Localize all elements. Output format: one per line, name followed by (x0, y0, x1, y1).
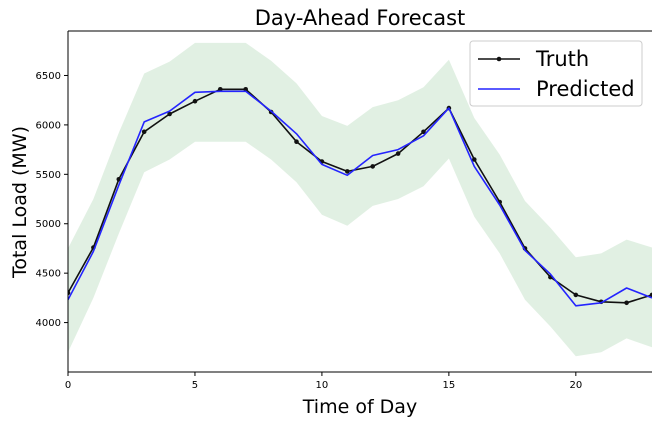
series-point-truth (472, 157, 477, 162)
x-tick-label: 10 (316, 380, 329, 391)
legend-truth-marker (496, 56, 502, 62)
y-tick-label: 5000 (36, 219, 61, 230)
y-tick-label: 6500 (36, 71, 61, 82)
x-tick-label: 20 (569, 380, 582, 391)
chart-title: Day-Ahead Forecast (255, 6, 466, 30)
x-tick-label: 15 (443, 380, 456, 391)
y-axis-label: Total Load (MW) (9, 126, 31, 279)
legend-truth-label: Truth (535, 47, 589, 71)
series-point-truth (167, 111, 172, 117)
series-line-predicted (68, 90, 652, 307)
series-point-truth (243, 87, 248, 92)
series-point-truth (141, 129, 147, 135)
series-point-truth (649, 292, 652, 298)
legend-predicted-label: Predicted (536, 77, 635, 101)
legend: Truth Predicted (469, 40, 643, 107)
series-point-truth (345, 169, 350, 174)
series-point-truth (218, 87, 223, 92)
series-point-truth (370, 164, 376, 169)
series-point-truth (68, 290, 71, 296)
x-axis-label: Time of Day (302, 396, 417, 418)
series-point-truth (421, 129, 426, 135)
y-tick-label: 6000 (36, 120, 61, 131)
confidence-band (68, 42, 652, 357)
y-tick-label: 4000 (36, 318, 61, 329)
series-point-truth (395, 151, 401, 156)
series-point-truth (573, 292, 579, 298)
x-tick-label: 5 (192, 380, 198, 391)
series-point-truth (624, 300, 629, 306)
series-point-truth (192, 98, 198, 104)
axes: 0 5 10 15 20 4000 4500 5000 5500 6000 6500 (36, 30, 652, 391)
series-point-truth (294, 139, 299, 144)
y-tick-label: 5500 (36, 170, 61, 181)
plot-area (68, 42, 652, 357)
plot-marks (68, 42, 652, 357)
y-tick-label: 4500 (36, 269, 61, 280)
x-tick-label: 0 (65, 380, 71, 391)
